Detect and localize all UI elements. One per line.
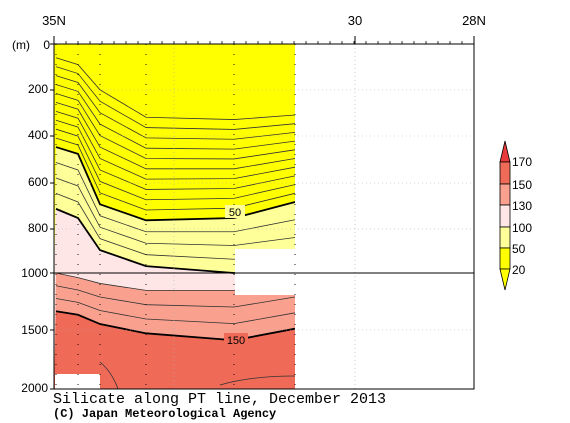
no-data-patch-bottom [55,374,100,389]
upper-mid-contour-1 [55,162,296,233]
colorbar-label-20: 20 [512,263,526,277]
upper-contour-1 [55,66,296,130]
lower-contour-1 [55,285,296,308]
chart-title: Silicate along PT line, December 2013 [53,391,387,408]
contour-label-150: 150 [227,335,245,347]
upper-contour-2 [55,75,296,140]
no-data-right-region [295,44,474,389]
y-tick-label-600: 600 [28,175,48,189]
colorbar-segment-3 [499,226,511,249]
x-tick-label-35n: 35N [42,13,66,28]
colorbar-label-50: 50 [512,242,526,256]
colorbar-label-170: 170 [512,155,532,169]
contour-fills [54,44,295,389]
contour-label-50: 50 [229,207,241,219]
station-markers [54,44,474,389]
colorbar [499,140,511,291]
y-tick-label-1000: 1000 [21,266,48,280]
y-tick-label-400: 400 [28,128,48,142]
colorbar-label-100: 100 [512,221,532,235]
colorbar-segment-1 [499,183,511,206]
colorbar-label-150: 150 [512,178,532,192]
y-tick-label-200: 200 [28,82,48,96]
upper-contour-5 [55,102,296,170]
upper-mid-contour-2 [55,177,296,246]
y-tick-label-0: 0 [43,38,50,52]
colorbar-label-130: 130 [512,199,532,213]
x-tick-label-30: 30 [348,13,362,28]
colorbar-segment-0 [499,161,511,185]
no-data-patch-mid [235,249,295,295]
upper-band-100-130 [54,208,295,273]
contour-label-50-bg [225,205,245,218]
upper-band-50-100 [54,147,295,273]
colorbar-cap-top [499,140,511,163]
plot-border [53,43,475,390]
lower-contour-deep-right [219,375,296,386]
y-tick-label-1500: 1500 [21,323,48,337]
chart-credit: (C) Japan Meteorological Agency [53,407,277,421]
upper-contour-6 [55,110,296,180]
no-data-areas [55,44,474,389]
upper-contour-8 [55,128,296,201]
contour-label-150-bg [224,333,248,346]
colorbar-cap-bottom [499,268,511,291]
y-unit-label: (m) [12,38,30,52]
x-tick-label-28n: 28N [462,13,486,28]
y-tick-label-2000: 2000 [21,381,48,395]
lower-contour-2 [55,298,296,325]
colorbar-segment-4 [499,247,511,270]
lower-band-150-170 [54,311,295,389]
lower-contour-deep-left [99,361,119,390]
axis-ticks [50,36,475,390]
upper-contour-7 [55,119,296,190]
upper-contour-top [55,57,296,120]
plot-frame [53,43,475,390]
colorbar-segment-2 [499,204,511,228]
y-tick-label-800: 800 [28,221,48,235]
upper-contour-4 [55,93,296,160]
